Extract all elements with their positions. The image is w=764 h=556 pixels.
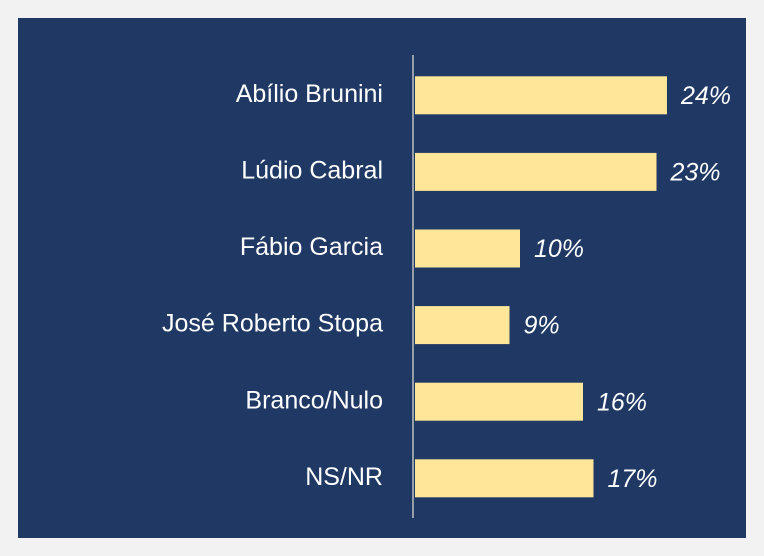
category-label: José Roberto Stopa [162, 310, 383, 338]
category-label: Branco/Nulo [245, 386, 383, 414]
bar [415, 459, 594, 498]
value-label: 17% [608, 465, 658, 493]
value-label: 10% [534, 235, 584, 263]
value-label: 16% [597, 388, 647, 416]
category-label: Abílio Brunini [236, 80, 383, 108]
bar [415, 152, 657, 191]
category-label: Lúdio Cabral [241, 157, 383, 185]
value-label: 24% [680, 82, 731, 110]
value-label: 9% [524, 312, 560, 340]
category-label: Fábio Garcia [240, 233, 383, 261]
bar [415, 76, 667, 115]
bar [415, 306, 510, 345]
bar [415, 382, 583, 421]
category-label: NS/NR [305, 463, 383, 491]
bar [415, 229, 520, 268]
value-label: 23% [670, 159, 721, 187]
